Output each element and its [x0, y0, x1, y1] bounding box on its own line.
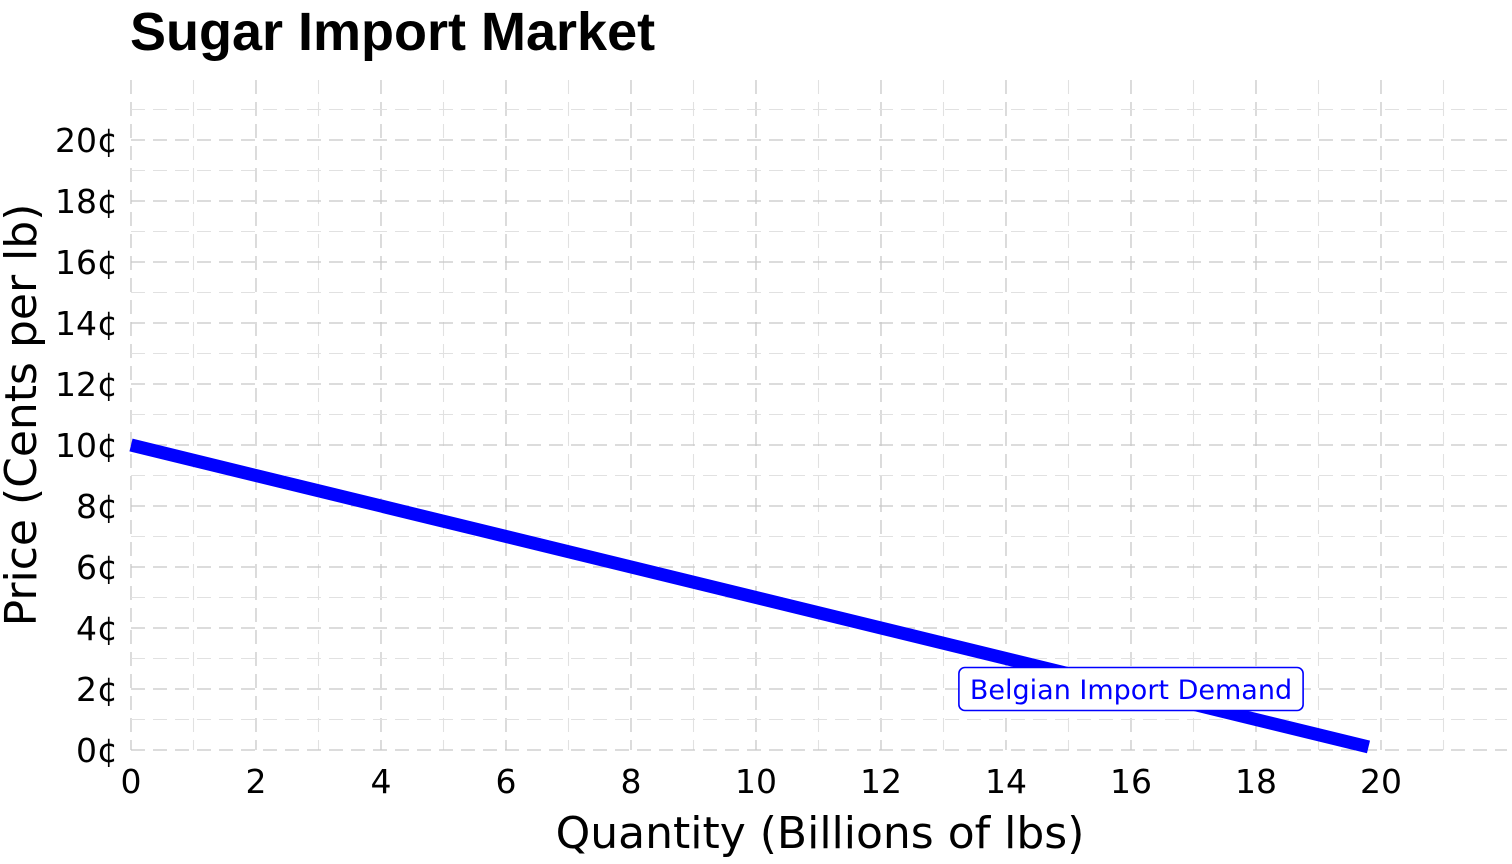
grid	[130, 80, 1507, 751]
x-tick-label: 14	[985, 762, 1027, 801]
y-tick-label: 16¢	[55, 243, 118, 282]
y-tick-label: 12¢	[55, 365, 118, 404]
y-tick-label: 8¢	[76, 487, 118, 526]
x-tick-label: 10	[735, 762, 777, 801]
x-tick-label: 8	[621, 762, 642, 801]
curve-label-text: Belgian Import Demand	[970, 675, 1292, 706]
y-tick-label: 18¢	[55, 182, 118, 221]
y-tick-label: 10¢	[55, 426, 118, 465]
x-tick-label: 4	[371, 762, 392, 801]
x-axis-ticks: 0 2 4 6 8 10 12 14 16 18 20	[121, 762, 1403, 801]
y-tick-label: 20¢	[55, 121, 118, 160]
x-tick-label: 6	[496, 762, 517, 801]
y-tick-label: 2¢	[76, 670, 118, 709]
x-tick-label: 18	[1235, 762, 1277, 801]
y-tick-label: 0¢	[76, 731, 118, 770]
x-tick-label: 16	[1110, 762, 1152, 801]
y-axis-label: Price (Cents per lb)	[0, 204, 47, 627]
x-axis-label: Quantity (Billions of lbs)	[556, 808, 1085, 859]
annotation-layer: Belgian Import Demand	[958, 666, 1304, 712]
x-tick-label: 2	[246, 762, 267, 801]
x-tick-label: 0	[121, 762, 142, 801]
y-tick-label: 6¢	[76, 548, 118, 587]
x-tick-label: 12	[860, 762, 902, 801]
x-tick-label: 20	[1360, 762, 1402, 801]
curve-label: Belgian Import Demand	[958, 666, 1304, 712]
y-tick-label: 4¢	[76, 609, 118, 648]
y-tick-label: 14¢	[55, 304, 118, 343]
curve-label-box	[958, 666, 1304, 712]
chart-title: Sugar Import Market	[130, 2, 655, 62]
y-axis-ticks: 0¢ 2¢ 4¢ 6¢ 8¢ 10¢ 12¢ 14¢ 16¢ 18¢ 20¢	[55, 121, 118, 770]
